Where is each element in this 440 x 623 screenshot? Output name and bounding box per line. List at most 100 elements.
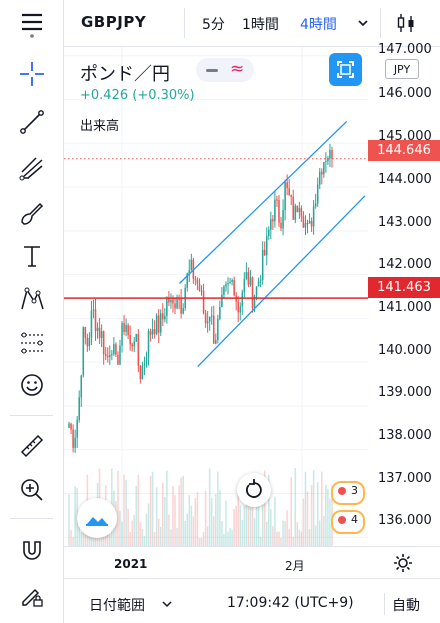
interval-1h[interactable]: 1時間 [242,17,279,33]
volume-bar [145,513,148,546]
volume-bar [143,535,146,546]
channel-line-lower [197,195,366,367]
fullscreen-button[interactable] [329,53,362,86]
candle-body [206,321,209,324]
volume-bar [123,474,125,546]
prediction-icon[interactable] [0,323,63,363]
magnet-icon[interactable] [0,530,63,570]
volume-bar [182,475,184,546]
candle-body [247,271,250,285]
auto-scale-button[interactable]: 自動 [392,598,420,614]
candle-body [290,194,292,197]
volume-bar [308,528,311,546]
indicator-toggle[interactable]: ≈ [196,58,254,82]
menu-icon[interactable] [0,4,63,44]
candle-body [243,278,246,293]
volume-bar [141,529,144,546]
volume-bar [223,534,225,546]
candle-body [294,205,297,220]
candle-body [104,354,107,356]
divider [384,593,385,615]
zoom-in-icon[interactable] [0,470,63,510]
candle-body [323,161,325,175]
volume-bar [310,484,313,546]
volume-bar [259,536,262,546]
candle-body [133,341,136,347]
lock-drawing-icon[interactable] [0,576,63,616]
approx-icon: ≈ [230,59,245,79]
price-label: 136.000 [378,513,432,528]
candle-body [102,331,105,355]
interval-4h[interactable]: 4時間 [300,17,337,33]
clock-time[interactable]: 17:09:42 (UTC+9) [227,595,354,611]
volume-bar [70,530,72,546]
currency-badge[interactable]: JPY [385,59,419,79]
volume-bar [137,474,140,546]
volume-bar [204,491,207,546]
volume-bar [139,522,142,546]
volume-bar [131,520,133,546]
volume-bar [88,529,91,546]
volume-bar [151,471,154,546]
chevron-down-icon[interactable] [356,17,370,29]
candle-body [202,290,205,314]
candle-body [217,318,219,341]
volume-bar [314,525,317,546]
candle-body [127,325,129,336]
candle-body [312,206,315,227]
brush-icon[interactable] [0,194,63,234]
candle-body [188,270,191,274]
settings-icon[interactable] [392,552,414,574]
volume-bar [178,485,180,546]
chevron-down-icon[interactable] [161,599,173,609]
candle-body [119,345,121,365]
volume-bar [284,521,286,546]
candle-body [304,223,307,228]
volume-bar [168,514,170,546]
volume-bar [221,520,223,546]
event-marker[interactable]: 4 [331,510,365,534]
candle-chart-icon[interactable] [394,11,418,35]
ruler-icon[interactable] [0,426,63,466]
volume-bar [292,536,295,546]
volume-bar [127,508,129,546]
volume-bar [325,484,327,546]
volume-bar [200,537,203,546]
price-label: 141.000 [378,300,432,315]
candle-body [245,271,248,279]
candle-body [151,329,154,335]
emoji-icon[interactable] [0,365,63,405]
pitchfork-icon[interactable] [0,148,63,188]
candle-body [186,273,189,288]
candle-body [166,297,168,316]
price-label: 143.000 [378,215,432,230]
text-tool-icon[interactable] [0,236,63,276]
candle-body [168,297,170,303]
date-range-button[interactable]: 日付範囲 [89,598,145,614]
reset-chart-button[interactable] [237,473,271,507]
trend-line-icon[interactable] [0,102,63,142]
crosshair-icon[interactable] [0,54,63,94]
volume-bar [235,505,237,546]
volume-bar [243,505,246,546]
candle-body [70,423,72,430]
volume-bar [296,522,299,546]
candle-body [251,277,254,308]
pattern-icon[interactable] [0,279,63,319]
symbol-name[interactable]: GBPJPY [81,13,147,31]
volume-bar [162,482,164,546]
candle-body [155,315,158,334]
volume-bar [318,520,321,546]
candle-body [296,205,299,213]
fullscreen-icon [337,61,354,78]
event-marker[interactable]: 3 [331,481,365,505]
templates-button[interactable] [77,498,117,538]
volume-bar [147,503,150,546]
interval-5m[interactable]: 5分 [202,17,225,33]
candle-body [221,294,223,308]
price-label: 139.000 [378,385,432,400]
hline-price-tag: 141.463 [368,277,440,298]
candle-body [268,229,270,237]
divider [380,8,381,38]
candle-body [88,337,91,346]
